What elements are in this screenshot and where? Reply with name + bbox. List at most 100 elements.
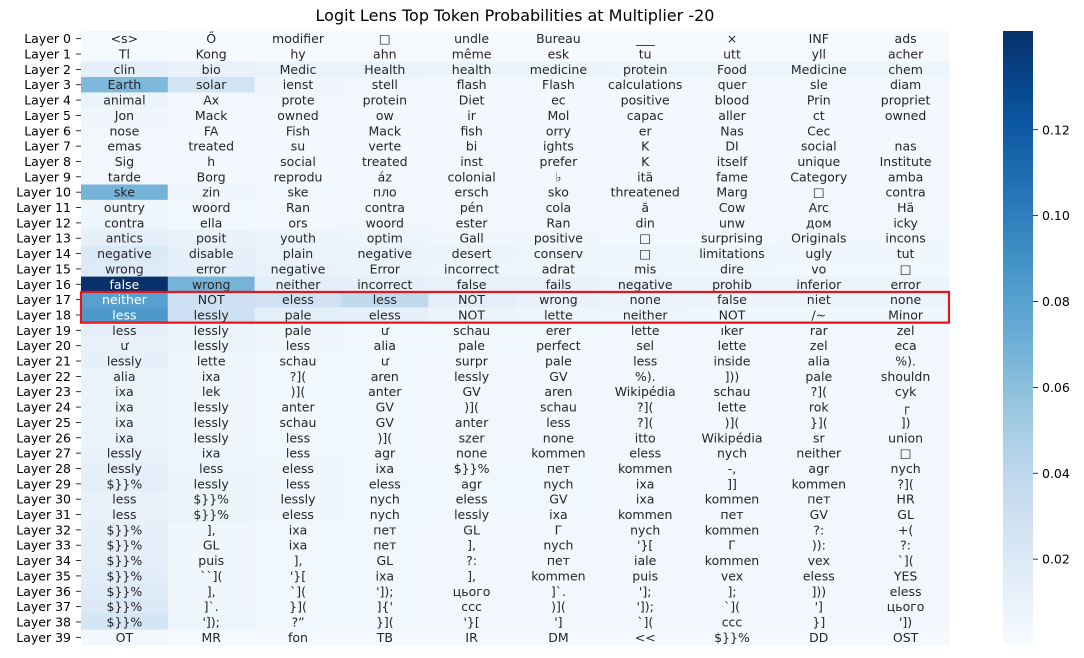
cell-token-label: eless <box>629 446 661 461</box>
heatmap-cell <box>341 184 429 201</box>
heatmap-cell <box>341 307 429 324</box>
heatmap-cell <box>167 153 256 170</box>
cell-token-label: ads <box>895 31 917 46</box>
heatmap-cell <box>775 445 863 462</box>
cell-token-label: ixa <box>202 369 221 384</box>
cell-token-label: prohib <box>712 277 752 292</box>
heatmap-cell <box>81 430 169 446</box>
heatmap-cell <box>515 184 603 201</box>
chart-title: Logit Lens Top Token Probabilities at Mu… <box>315 6 715 25</box>
heatmap-cell <box>341 92 429 109</box>
heatmap-cell <box>167 460 256 477</box>
heatmap-cell <box>341 537 429 554</box>
heatmap-cell <box>254 138 342 155</box>
cell-token-label: inferior <box>796 277 842 292</box>
cell-token-label: less <box>373 292 397 307</box>
heatmap-cell <box>167 506 256 523</box>
cell-token-label: adrat <box>542 261 575 276</box>
cell-token-label: ahn <box>373 47 397 62</box>
row-label: Layer 16 <box>16 277 71 292</box>
cell-token-label: □ <box>639 246 651 261</box>
cell-token-label: `]( <box>637 614 653 629</box>
cell-token-label: }] <box>812 614 825 629</box>
heatmap-cell <box>428 199 516 216</box>
heatmap-cell <box>428 31 516 47</box>
cell-token-label: wrong <box>105 261 144 276</box>
heatmap-cell <box>428 322 516 339</box>
cell-token-label: ___ <box>635 31 656 46</box>
heatmap-cell <box>775 338 863 354</box>
cell-token-label: plain <box>283 246 313 261</box>
heatmap-cell <box>601 537 690 554</box>
heatmap-cell <box>167 215 256 232</box>
heatmap-cell <box>775 169 863 185</box>
cell-token-label: Ran <box>286 200 310 215</box>
cell-token-label: eless <box>282 292 314 307</box>
row-label: Layer 34 <box>16 553 71 568</box>
heatmap-cell <box>862 31 950 47</box>
cell-token-label: `]( <box>724 599 740 614</box>
cell-token-label: ]{' <box>377 599 393 614</box>
cell-token-label: □ <box>900 261 912 276</box>
cell-token-label: Category <box>790 169 848 184</box>
heatmap-cell <box>254 61 342 78</box>
cell-token-label: schau <box>280 354 317 369</box>
cell-token-label: er <box>639 123 653 138</box>
cell-token-label: Mack <box>195 108 228 123</box>
heatmap-cell <box>862 215 950 232</box>
cell-token-label: woord <box>366 215 404 230</box>
heatmap-cell <box>775 552 863 569</box>
cell-token-label: ``]( <box>200 568 222 583</box>
heatmap-cell <box>862 522 950 539</box>
heatmap-cell <box>862 230 950 247</box>
cell-token-label: optim <box>367 231 403 246</box>
cell-token-label: error <box>196 261 227 276</box>
row-label: Layer 29 <box>16 476 71 491</box>
heatmap-cell <box>254 184 342 201</box>
cell-token-label: dire <box>720 261 744 276</box>
heatmap-cell <box>167 276 256 293</box>
heatmap-cell <box>775 537 863 554</box>
heatmap-cell <box>81 491 169 508</box>
heatmap-cell <box>601 184 690 201</box>
cell-token-label: nas <box>895 139 917 154</box>
heatmap-cell <box>601 491 690 508</box>
cell-token-label: verte <box>368 139 401 154</box>
cell-token-label: undle <box>454 31 489 46</box>
heatmap-cell <box>775 506 863 523</box>
cell-token-label: wrong <box>192 277 231 292</box>
heatmap-cell <box>601 614 690 631</box>
cell-token-label: agr <box>374 446 396 461</box>
cell-token-label: IR <box>465 630 478 645</box>
cell-token-label: GV <box>376 415 395 430</box>
cell-token-label: ?]( <box>811 384 827 399</box>
heatmap-cell <box>428 138 516 155</box>
cell-token-label: ♭ <box>555 169 561 184</box>
cell-token-label: ], <box>207 584 216 599</box>
row-label: Layer 22 <box>16 369 71 384</box>
heatmap-cell <box>428 614 516 631</box>
cell-token-label: kommen <box>531 446 585 461</box>
heatmap-cell <box>515 307 603 324</box>
heatmap-cell <box>428 153 516 170</box>
cell-token-label: incons <box>885 231 925 246</box>
row-label: Layer 9 <box>24 169 71 184</box>
heatmap-cell <box>254 583 342 600</box>
heatmap-cell <box>341 276 429 293</box>
heatmap-cell <box>515 430 603 446</box>
row-label: Layer 10 <box>16 185 71 200</box>
heatmap-cell <box>167 368 256 385</box>
heatmap-cell <box>167 445 256 462</box>
heatmap-cell <box>862 338 950 354</box>
heatmap-cell <box>254 445 342 462</box>
heatmap-cell <box>81 92 169 109</box>
cell-token-label: eless <box>282 461 314 476</box>
cell-token-label: kommen <box>792 476 846 491</box>
heatmap-cell <box>428 522 516 539</box>
row-label: Layer 2 <box>24 62 71 77</box>
cell-token-label: ?: <box>900 538 911 553</box>
cell-token-label: Г <box>555 522 563 537</box>
heatmap-cell <box>167 430 256 446</box>
cell-token-label: agr <box>808 461 830 476</box>
cell-token-label: пет <box>547 461 570 476</box>
